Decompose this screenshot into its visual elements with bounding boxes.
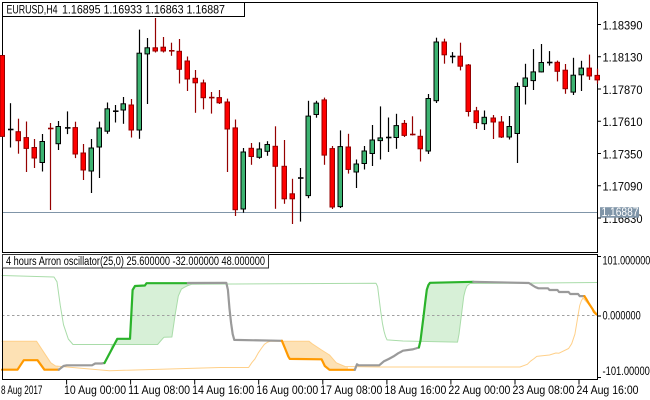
svg-text:1.17090: 1.17090 — [603, 182, 643, 194]
svg-text:17 Aug 08:00: 17 Aug 08:00 — [320, 385, 382, 397]
svg-text:1.16895 1.16933 1.16863 1.1688: 1.16895 1.16933 1.16863 1.16887 — [62, 5, 225, 17]
svg-text:1.17350: 1.17350 — [603, 149, 643, 161]
svg-text:22 Aug 00:00: 22 Aug 00:00 — [448, 385, 510, 397]
svg-text:EURUSD,H4: EURUSD,H4 — [7, 5, 58, 17]
svg-text:24 Aug 16:00: 24 Aug 16:00 — [577, 385, 639, 397]
svg-text:-101.000000: -101.000000 — [603, 366, 650, 378]
svg-text:1.18130: 1.18130 — [603, 53, 643, 65]
svg-text:101.000000: 101.000000 — [603, 255, 650, 267]
svg-text:10 Aug 00:00: 10 Aug 00:00 — [64, 385, 126, 397]
svg-text:23 Aug 08:00: 23 Aug 08:00 — [512, 385, 574, 397]
svg-text:18 Aug 16:00: 18 Aug 16:00 — [384, 385, 446, 397]
svg-text:8 Aug 2017: 8 Aug 2017 — [1, 385, 43, 397]
svg-text:4 hours Arron oscillator(25,0): 4 hours Arron oscillator(25,0) 25.600000… — [6, 256, 265, 268]
svg-text:16 Aug 00:00: 16 Aug 00:00 — [256, 385, 318, 397]
svg-text:1.17870: 1.17870 — [603, 85, 643, 97]
svg-text:11 Aug 08:00: 11 Aug 08:00 — [128, 385, 190, 397]
svg-text:1.18390: 1.18390 — [603, 20, 643, 32]
svg-text:1.17610: 1.17610 — [603, 117, 643, 129]
svg-text:0.000000: 0.000000 — [603, 311, 641, 323]
svg-text:14 Aug 16:00: 14 Aug 16:00 — [192, 385, 254, 397]
svg-text:1.16887: 1.16887 — [602, 207, 639, 219]
